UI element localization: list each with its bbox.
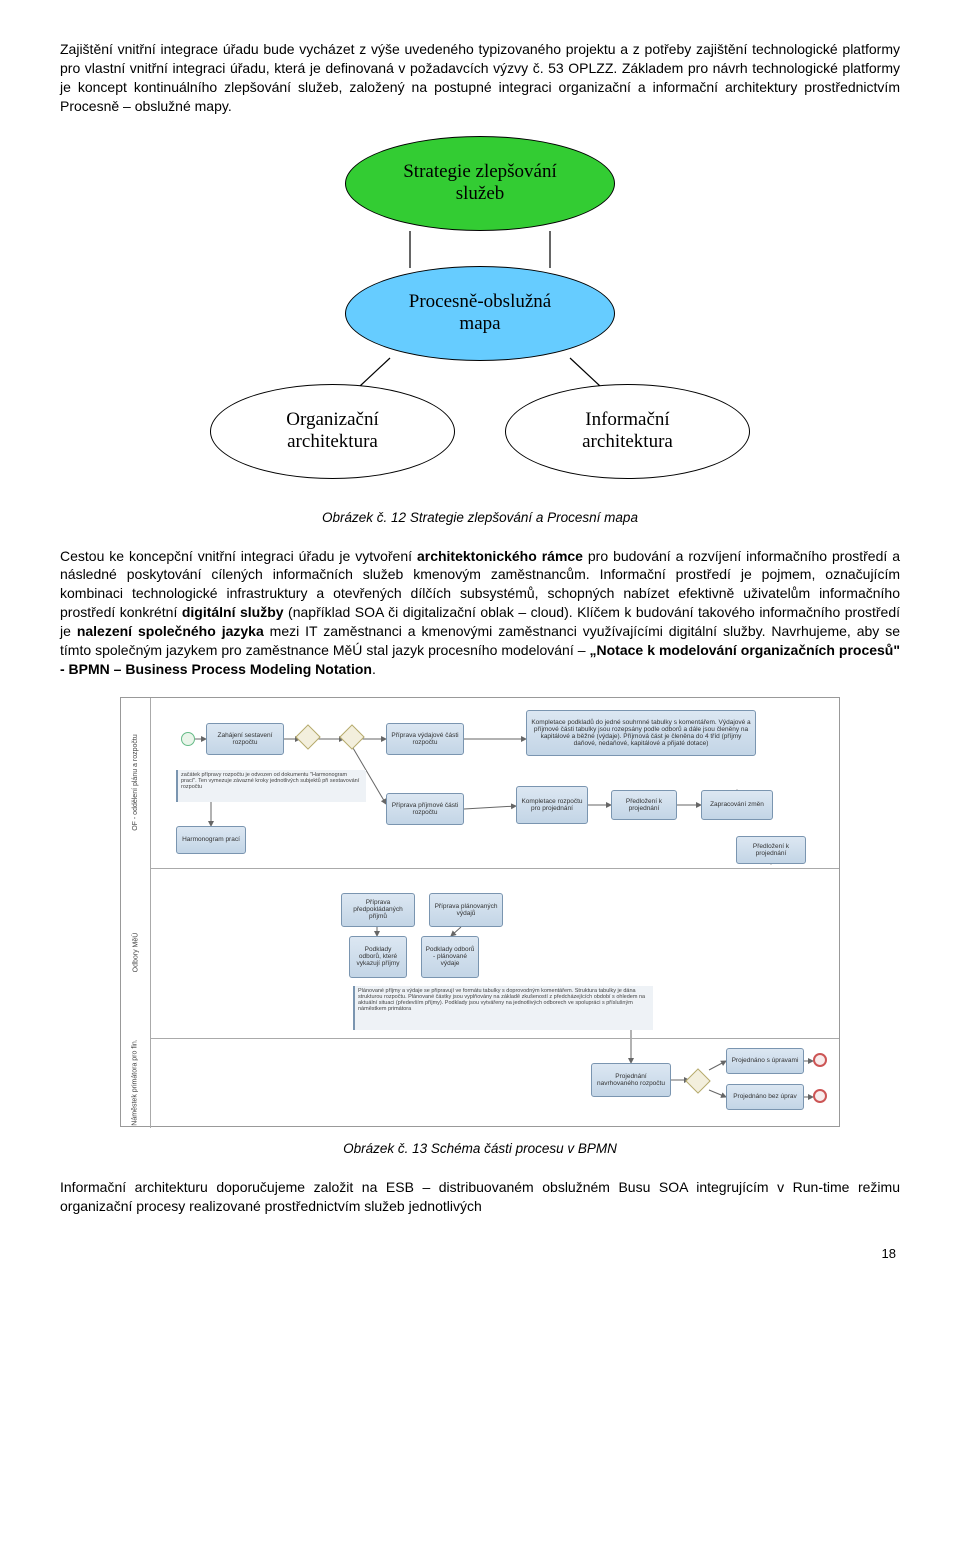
bpmn-task: Projednáno bez úprav [726, 1084, 804, 1110]
bpmn-task: Kompletace podkladů do jedné souhrnné ta… [526, 710, 756, 756]
p2-bold-3: nalezení společného jazyka [77, 623, 264, 639]
lane-label: Odbory MěÚ [121, 868, 151, 1038]
ellipse-mid: Procesně-obslužnámapa [345, 266, 615, 361]
lane-label: Náměstek primátora pro fin. [121, 1038, 151, 1128]
bpmn-end-event [813, 1053, 827, 1067]
bpmn-task: Příprava výdajové části rozpočtu [386, 723, 464, 755]
bpmn-task: Příprava plánovaných výdajů [429, 893, 503, 927]
figure-13-caption: Obrázek č. 13 Schéma části procesu v BPM… [60, 1141, 900, 1156]
bpmn-task: Projednání navrhovaného rozpočtu [591, 1063, 671, 1097]
p2-text: . [372, 661, 376, 677]
bpmn-task: Příprava předpokládaných příjmů [341, 893, 415, 927]
bpmn-task: Příprava příjmové části rozpočtu [386, 793, 464, 825]
bpmn-task: Předložení k projednání [736, 836, 806, 864]
bpmn-gateway [295, 724, 320, 749]
ellipse-top: Strategie zlepšováníslužeb [345, 136, 615, 231]
bpmn-end-event [813, 1089, 827, 1103]
bpmn-diagram: OF - oddělení plánu a rozpočtuOdbory MěÚ… [120, 697, 840, 1127]
page-number: 18 [60, 1246, 900, 1261]
ellipse-left: Organizačníarchitektura [210, 384, 455, 479]
bpmn-task: Kompletace rozpočtu pro projednání [516, 786, 588, 824]
bpmn-task: Zapracování změn [701, 790, 773, 820]
bpmn-start-event [181, 732, 195, 746]
bpmn-task: Zahájení sestavení rozpočtu [206, 723, 284, 755]
bpmn-annotation: Plánované příjmy a výdaje se připravují … [353, 986, 653, 1030]
figure-12-caption: Obrázek č. 12 Strategie zlepšování a Pro… [60, 510, 900, 525]
bpmn-task: Projednáno s úpravami [726, 1048, 804, 1074]
intro-paragraph-3: Informační architekturu doporučujeme zal… [60, 1178, 900, 1216]
bpmn-task: Podklady odborů - plánované výdaje [421, 936, 479, 978]
p2-bold-1: architektonického rámce [417, 548, 583, 564]
bpmn-annotation: začátek přípravy rozpočtu je odvozen od … [176, 770, 366, 802]
bpmn-gateway [339, 724, 364, 749]
bpmn-task: Předložení k projednání [611, 790, 677, 820]
intro-paragraph-1: Zajištění vnitřní integrace úřadu bude v… [60, 40, 900, 116]
intro-paragraph-2: Cestou ke koncepční vnitřní integraci úř… [60, 547, 900, 679]
p2-text: Cestou ke koncepční vnitřní integraci úř… [60, 548, 417, 564]
bpmn-gateway [685, 1068, 710, 1093]
lane-label: OF - oddělení plánu a rozpočtu [121, 698, 151, 868]
bpmn-task: Harmonogram prací [176, 826, 246, 854]
ellipse-right: Informačníarchitektura [505, 384, 750, 479]
bpmn-task: Podklady odborů, které vykazují příjmy [349, 936, 407, 978]
p2-bold-2: digitální služby [182, 604, 284, 620]
strategy-diagram: Strategie zlepšováníslužeb Procesně-obslu… [210, 136, 750, 496]
